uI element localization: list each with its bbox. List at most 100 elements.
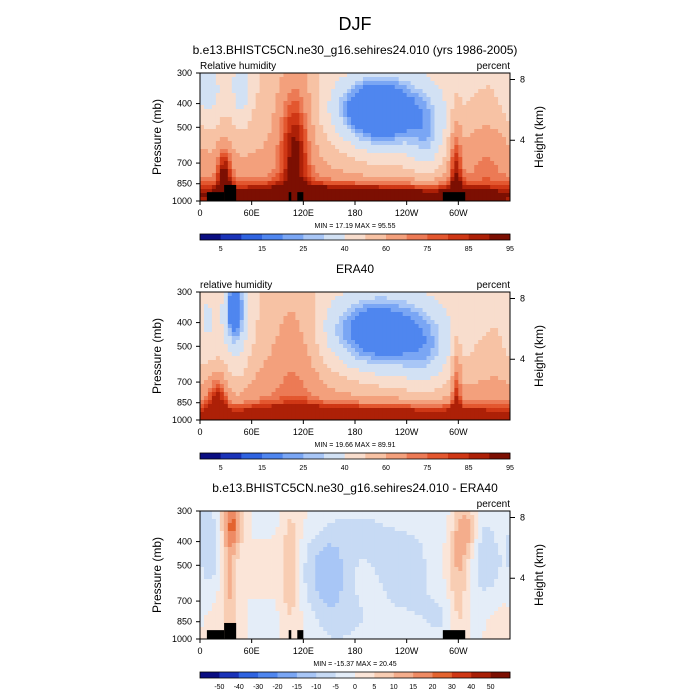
heatmap-cell: [255, 85, 261, 90]
heatmap-cell: [323, 157, 328, 162]
heatmap-cell: [203, 348, 209, 353]
heatmap-cell: [259, 109, 264, 114]
heatmap-cell: [255, 173, 261, 178]
heatmap-cell: [370, 392, 376, 397]
heatmap-cell: [434, 384, 439, 389]
heatmap-cell: [239, 376, 245, 381]
heatmap-cell: [490, 185, 495, 190]
heatmap-cell: [446, 356, 451, 361]
heatmap-cell: [200, 396, 205, 401]
heatmap-cell: [235, 376, 241, 381]
heatmap-cell: [438, 189, 443, 194]
heatmap-cell: [370, 312, 376, 317]
heatmap-cell: [203, 324, 209, 329]
heatmap-cell: [466, 400, 471, 405]
heatmap-cell: [366, 352, 372, 357]
heatmap-cell: [255, 296, 261, 301]
heatmap-cell: [283, 109, 288, 114]
heatmap-cell: [490, 165, 495, 170]
heatmap-cell: [259, 181, 264, 186]
heatmap-cell: [414, 129, 419, 134]
heatmap-cell: [243, 157, 249, 162]
heatmap-cell: [271, 97, 276, 102]
heatmap-cell: [331, 153, 336, 158]
heatmap-cell: [215, 292, 221, 297]
heatmap-cell: [378, 165, 384, 170]
heatmap-cell: [287, 153, 292, 158]
heatmap-cell: [235, 408, 241, 413]
heatmap-cell: [299, 376, 304, 381]
heatmap-cell: [263, 153, 268, 158]
heatmap-cell: [263, 296, 268, 301]
heatmap-cell: [438, 296, 443, 301]
heatmap-cell: [283, 105, 288, 110]
heatmap-cell: [327, 121, 332, 126]
heatmap-cell: [299, 185, 304, 190]
heatmap-cell: [343, 101, 348, 106]
heatmap-cell: [438, 157, 443, 162]
heatmap-cell: [358, 181, 364, 186]
heatmap-cell: [200, 153, 205, 158]
heatmap-cell: [474, 404, 479, 409]
heatmap-cell: [303, 193, 308, 198]
heatmap-cell: [227, 352, 233, 357]
heatmap-cell: [442, 360, 447, 365]
heatmap-cell: [486, 364, 491, 369]
heatmap-cell: [442, 340, 447, 345]
heatmap-cell: [239, 93, 245, 98]
heatmap-cell: [311, 121, 316, 126]
heatmap-cell: [474, 304, 479, 309]
heatmap-cell: [327, 85, 332, 90]
heatmap-cell: [442, 97, 447, 102]
heatmap-cell: [478, 324, 483, 329]
heatmap-cell: [291, 137, 296, 142]
heatmap-cell: [470, 320, 475, 325]
heatmap-cell: [406, 153, 412, 158]
heatmap-cell: [394, 113, 400, 118]
heatmap-cell: [442, 404, 447, 409]
heatmap-cell: [335, 169, 340, 174]
heatmap-cell: [470, 185, 475, 190]
heatmap-cell: [374, 113, 380, 118]
heatmap-cell: [494, 121, 499, 126]
heatmap-cell: [410, 412, 416, 417]
heatmap-cell: [319, 408, 324, 413]
heatmap-cell: [386, 81, 392, 86]
heatmap-cell: [398, 121, 404, 126]
heatmap-cell: [231, 332, 237, 337]
heatmap-cell: [251, 356, 257, 361]
heatmap-cell: [506, 189, 511, 194]
heatmap-cell: [370, 372, 376, 377]
heatmap-cell: [430, 189, 435, 194]
heatmap-cell: [418, 85, 423, 90]
heatmap-cell: [434, 332, 439, 337]
heatmap-cell: [275, 312, 280, 317]
heatmap-cell: [335, 316, 340, 321]
heatmap-cell: [362, 296, 368, 301]
heatmap-cell: [362, 312, 368, 317]
heatmap-cell: [251, 133, 257, 138]
heatmap-cell: [207, 157, 213, 162]
heatmap-cell: [430, 376, 435, 381]
heatmap-cell: [366, 113, 372, 118]
heatmap-cell: [394, 185, 400, 190]
heatmap-cell: [343, 169, 348, 174]
heatmap-cell: [442, 85, 447, 90]
heatmap-cell: [207, 113, 213, 118]
heatmap-cell: [203, 308, 209, 313]
heatmap-cell: [494, 320, 499, 325]
heatmap-cell: [279, 408, 284, 413]
heatmap-cell: [402, 121, 408, 126]
heatmap-cell: [263, 109, 268, 114]
heatmap-cell: [287, 77, 292, 82]
heatmap-cell: [366, 400, 372, 405]
heatmap-cell: [462, 380, 467, 385]
heatmap-cell: [287, 356, 292, 361]
heatmap-cell: [438, 388, 443, 393]
heatmap-cell: [442, 113, 447, 118]
heatmap-cell: [362, 73, 368, 78]
heatmap-cell: [251, 368, 257, 373]
heatmap-cell: [255, 408, 261, 413]
heatmap-cell: [442, 81, 447, 86]
heatmap-cell: [351, 165, 356, 170]
